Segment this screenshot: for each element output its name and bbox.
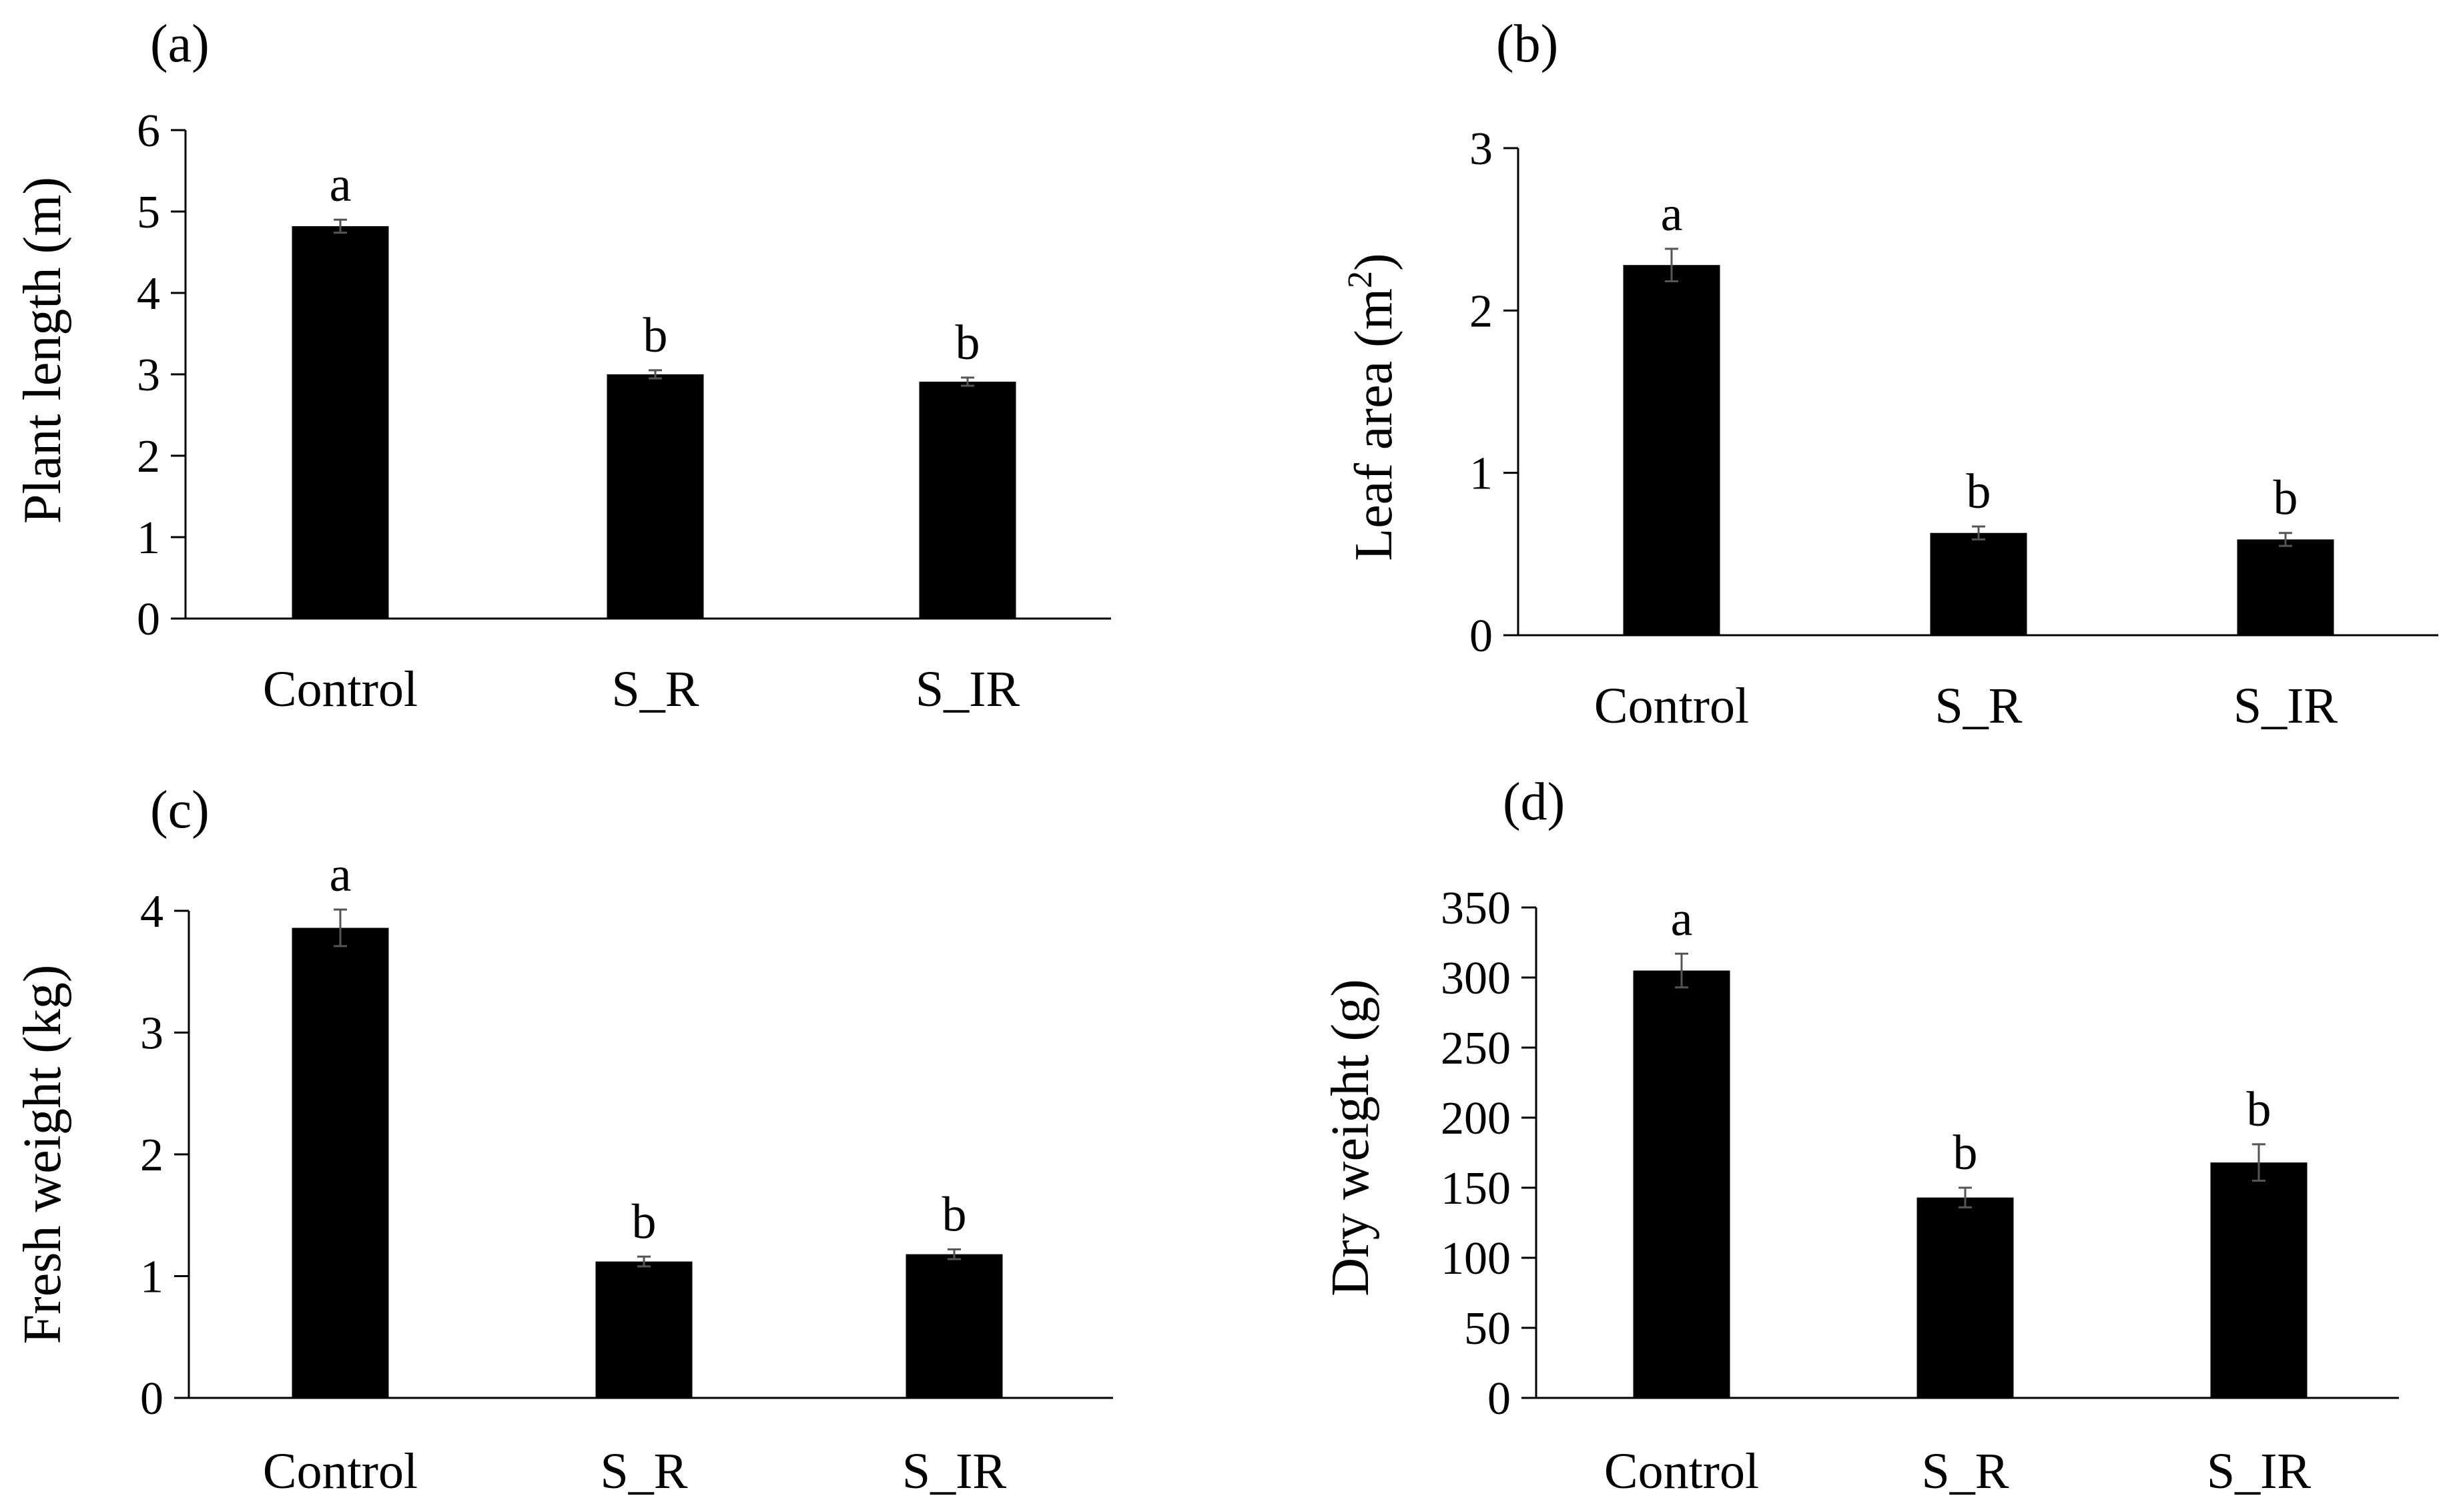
x-category-label: Control: [1594, 678, 1749, 734]
y-tick-label: 350: [1441, 883, 1511, 934]
significance-letter: b: [1953, 1126, 1978, 1180]
y-tick-label: 3: [140, 1008, 163, 1060]
y-tick-label: 3: [137, 350, 160, 401]
y-tick-label: 1: [140, 1252, 163, 1303]
x-category-label: S_IR: [902, 1443, 1007, 1499]
y-axis-label-superscript: 2: [1341, 271, 1379, 288]
significance-letter: b: [643, 308, 668, 363]
panel-c: (c) Fresh weight (kg) 0 1 2 3 4 a Control b S_R b…: [13, 781, 1113, 1499]
y-axis-label: Fresh weight (kg): [13, 965, 72, 1345]
y-tick-label: 300: [1441, 953, 1511, 1004]
x-category-label: Control: [263, 1443, 418, 1499]
y-tick-label: 50: [1464, 1303, 1511, 1355]
significance-letter: b: [942, 1187, 967, 1242]
y-tick-label: 3: [1469, 123, 1493, 175]
y-tick-label: 100: [1441, 1233, 1511, 1284]
x-category-label: S_R: [612, 661, 699, 717]
y-tick-label: 0: [137, 594, 160, 645]
x-category-label: S_R: [601, 1443, 688, 1499]
x-category-label: S_R: [1922, 1443, 2009, 1499]
bar-s-ir: [906, 1254, 1003, 1398]
y-axis-label-main: Leaf area (m: [1345, 288, 1403, 561]
y-axis-label-end: ): [1345, 253, 1403, 271]
panel-a: (a) Plant length (m) 0 1 2 3 4 5 6 a Control b S_R…: [13, 15, 1111, 717]
panel-d: (d) Dry weight (g) 0 50 100 150 200 250 300 350…: [1321, 773, 2399, 1499]
significance-letter: a: [330, 847, 352, 902]
x-category-label: Control: [263, 661, 418, 717]
significance-letter: a: [330, 157, 352, 212]
y-tick-label: 250: [1441, 1023, 1511, 1074]
y-tick-label: 0: [1487, 1373, 1511, 1425]
significance-letter: b: [2273, 471, 2298, 526]
y-tick-label: 2: [137, 431, 160, 482]
x-category-label: S_R: [1935, 678, 2023, 734]
bar-s-r: [1916, 1197, 2014, 1398]
bar-control: [292, 927, 389, 1398]
y-tick-label: 2: [1469, 286, 1493, 337]
y-tick-label: 0: [140, 1373, 163, 1425]
bar-s-r: [595, 1261, 693, 1398]
bar-s-r: [607, 374, 704, 619]
bar-s-ir: [2237, 539, 2334, 635]
bar-control: [1633, 970, 1730, 1398]
y-axis-label: Leaf area (m2): [1341, 253, 1403, 560]
panel-label: (b): [1496, 15, 1558, 73]
bar-control: [1623, 265, 1720, 635]
significance-letter: b: [1967, 464, 1991, 519]
y-tick-label: 4: [137, 268, 160, 320]
y-tick-label: 1: [1469, 448, 1493, 500]
significance-letter: a: [1661, 187, 1683, 242]
bar-s-ir: [919, 381, 1016, 619]
bar-s-ir: [2210, 1162, 2308, 1398]
x-category-label: S_IR: [2233, 678, 2338, 734]
panel-label: (a): [150, 15, 210, 73]
bar-control: [292, 226, 389, 619]
panel-label: (d): [1503, 773, 1565, 831]
x-category-label: Control: [1604, 1443, 1759, 1499]
significance-letter: b: [956, 316, 980, 370]
y-tick-label: 1: [137, 512, 160, 564]
bar-s-r: [1930, 532, 2027, 635]
x-category-label: S_IR: [916, 661, 1020, 717]
significance-letter: b: [2247, 1082, 2271, 1137]
y-tick-label: 6: [137, 105, 160, 157]
y-tick-label: 4: [140, 886, 163, 937]
y-tick-label: 5: [137, 187, 160, 238]
y-tick-label: 150: [1441, 1163, 1511, 1214]
y-tick-label: 2: [140, 1130, 163, 1181]
x-category-label: S_IR: [2207, 1443, 2312, 1499]
y-axis-label: Plant length (m): [13, 177, 72, 524]
significance-letter: a: [1671, 891, 1693, 946]
y-tick-label: 200: [1441, 1093, 1511, 1144]
y-tick-label: 0: [1469, 611, 1493, 662]
y-axis-label: Dry weight (g): [1321, 979, 1380, 1296]
panel-label: (c): [150, 781, 210, 839]
significance-letter: b: [632, 1194, 657, 1249]
